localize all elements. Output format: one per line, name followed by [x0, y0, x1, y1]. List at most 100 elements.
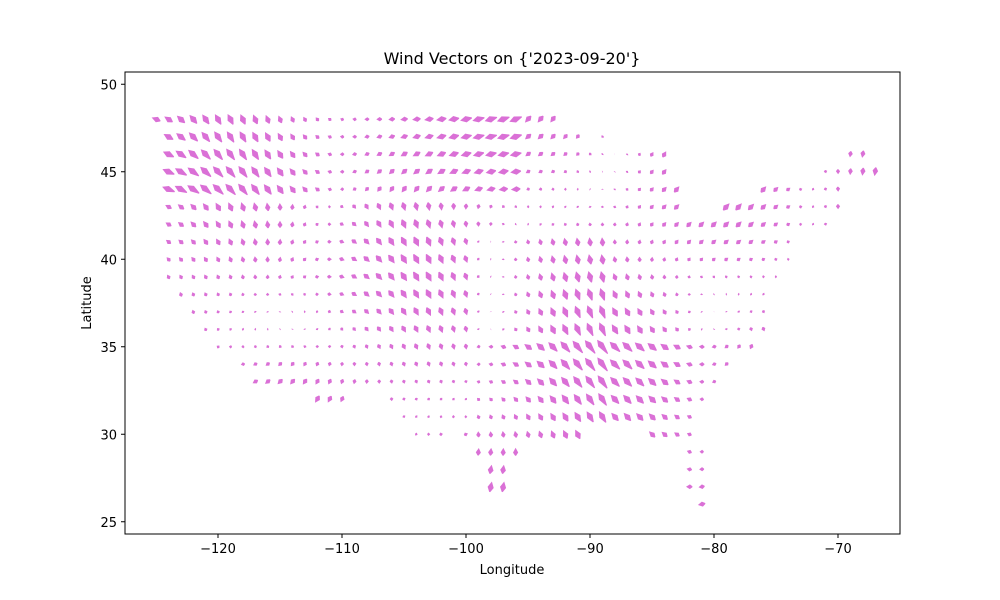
wind-arrow — [438, 219, 444, 229]
wind-arrow — [212, 184, 224, 195]
wind-arrow — [425, 289, 432, 299]
wind-arrow — [799, 222, 803, 226]
wind-arrow — [699, 449, 704, 454]
wind-arrow — [413, 325, 419, 333]
wind-arrow — [700, 311, 703, 313]
wind-arrow — [502, 205, 505, 208]
wind-arrow — [576, 187, 579, 191]
wind-arrow — [686, 449, 692, 454]
wind-arrow — [724, 344, 729, 349]
wind-arrow — [450, 307, 456, 316]
y-tick-label: 45 — [100, 166, 117, 181]
wind-arrow — [610, 376, 620, 387]
wind-arrow — [426, 343, 431, 350]
wind-arrow — [698, 221, 705, 228]
wind-arrow — [622, 341, 633, 352]
wind-arrow — [426, 361, 431, 367]
wind-arrow — [460, 151, 472, 158]
wind-arrow — [388, 254, 395, 264]
wind-arrow — [254, 310, 257, 313]
wind-arrow — [174, 168, 187, 176]
wind-arrow — [623, 394, 632, 404]
wind-arrow — [315, 361, 320, 367]
wind-arrow — [572, 340, 584, 354]
wind-arrow — [735, 203, 742, 211]
wind-arrow — [364, 326, 369, 332]
wind-arrow — [315, 205, 319, 209]
wind-arrow — [588, 205, 592, 208]
wind-arrow — [698, 344, 705, 349]
wind-arrow — [625, 153, 629, 156]
wind-arrow — [673, 204, 680, 210]
wind-arrow — [576, 170, 580, 174]
y-axis: 25 30 35 40 45 50 — [100, 78, 125, 531]
wind-arrow — [786, 205, 791, 209]
wind-arrow — [402, 397, 406, 401]
wind-arrow — [363, 238, 370, 245]
wind-arrow — [649, 204, 654, 210]
wind-arrow — [649, 152, 654, 157]
wind-arrow — [625, 290, 631, 299]
wind-arrow — [388, 134, 396, 139]
wind-arrow — [464, 415, 468, 419]
wind-arrow — [253, 292, 257, 296]
wind-arrow — [290, 116, 295, 123]
wind-arrow — [412, 133, 421, 140]
wind-arrow — [835, 186, 841, 192]
wind-arrow — [736, 257, 741, 262]
wind-arrow — [175, 150, 187, 159]
wind-arrow — [562, 254, 569, 264]
wind-arrow — [625, 170, 629, 173]
wind-arrow — [290, 133, 295, 141]
wind-arrow — [265, 132, 271, 142]
wind-arrow — [377, 361, 381, 367]
wind-arrow — [388, 116, 395, 122]
wind-arrow — [527, 222, 529, 226]
wind-arrow — [290, 293, 294, 296]
wind-arrow — [600, 222, 605, 227]
wind-arrow — [524, 344, 533, 350]
wind-arrow — [389, 326, 394, 333]
wind-arrow — [611, 412, 619, 422]
wind-arrow — [686, 467, 692, 472]
wind-arrow — [302, 204, 307, 209]
wind-arrow — [637, 152, 641, 156]
wind-arrow — [177, 204, 185, 210]
wind-arrow — [425, 219, 432, 229]
wind-arrow — [700, 275, 703, 279]
wind-arrow — [315, 135, 320, 139]
wind-arrow — [439, 432, 443, 437]
wind-arrow — [538, 255, 543, 263]
wind-arrow — [650, 291, 655, 298]
wind-arrow — [425, 236, 432, 247]
wind-arrow — [649, 239, 654, 245]
wind-arrow — [500, 362, 507, 367]
wind-arrow — [413, 254, 420, 265]
wind-arrow — [327, 362, 332, 367]
wind-arrow — [265, 202, 271, 212]
wind-arrow — [191, 292, 196, 297]
wind-arrow — [486, 186, 496, 192]
wind-arrow — [686, 379, 693, 385]
wind-arrow — [599, 288, 606, 301]
wind-arrow — [488, 344, 494, 349]
wind-arrow — [601, 170, 603, 173]
wind-arrow — [188, 132, 199, 142]
wind-arrow — [661, 186, 667, 193]
wind-arrow — [340, 379, 345, 385]
wind-arrow — [490, 257, 492, 261]
x-axis-label: Longitude — [480, 563, 545, 578]
wind-arrow — [513, 430, 519, 438]
wind-arrow — [548, 377, 558, 387]
wind-arrow — [241, 345, 245, 349]
wind-arrow — [488, 431, 494, 438]
wind-arrow — [327, 309, 332, 314]
wind-arrow — [412, 151, 421, 157]
wind-arrow — [574, 254, 581, 265]
wind-arrow — [437, 186, 445, 193]
wind-arrow — [265, 256, 270, 263]
wind-arrow — [550, 430, 556, 439]
wind-arrow — [514, 327, 518, 332]
wind-arrow — [490, 240, 492, 243]
wind-arrow — [452, 397, 455, 401]
